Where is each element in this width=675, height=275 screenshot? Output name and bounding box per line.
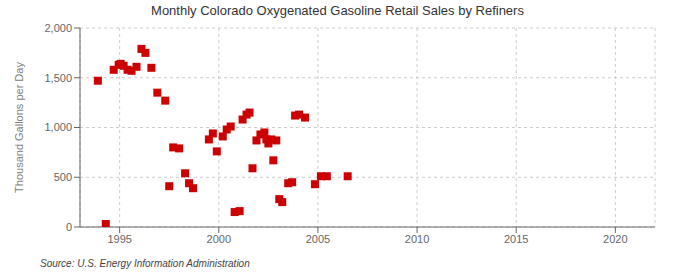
svg-text:2020: 2020 <box>603 233 627 245</box>
svg-text:2015: 2015 <box>504 233 528 245</box>
svg-text:500: 500 <box>54 171 72 183</box>
svg-text:1995: 1995 <box>107 233 131 245</box>
svg-text:2005: 2005 <box>306 233 330 245</box>
svg-text:1,000: 1,000 <box>44 121 72 133</box>
svg-text:2010: 2010 <box>405 233 429 245</box>
svg-text:2000: 2000 <box>207 233 231 245</box>
svg-text:Thousand Gallons per Day: Thousand Gallons per Day <box>13 62 25 193</box>
svg-text:1,500: 1,500 <box>44 72 72 84</box>
html-text:Monthly Colorado Oxygenated Ga: Monthly Colorado Oxygenated Gasoline Ret… <box>151 3 524 18</box>
svg-text:0: 0 <box>66 221 72 233</box>
svg-text:2,000: 2,000 <box>44 22 72 34</box>
html-text:Source: U.S. Energy Informatio: Source: U.S. Energy Information Administ… <box>40 258 250 269</box>
